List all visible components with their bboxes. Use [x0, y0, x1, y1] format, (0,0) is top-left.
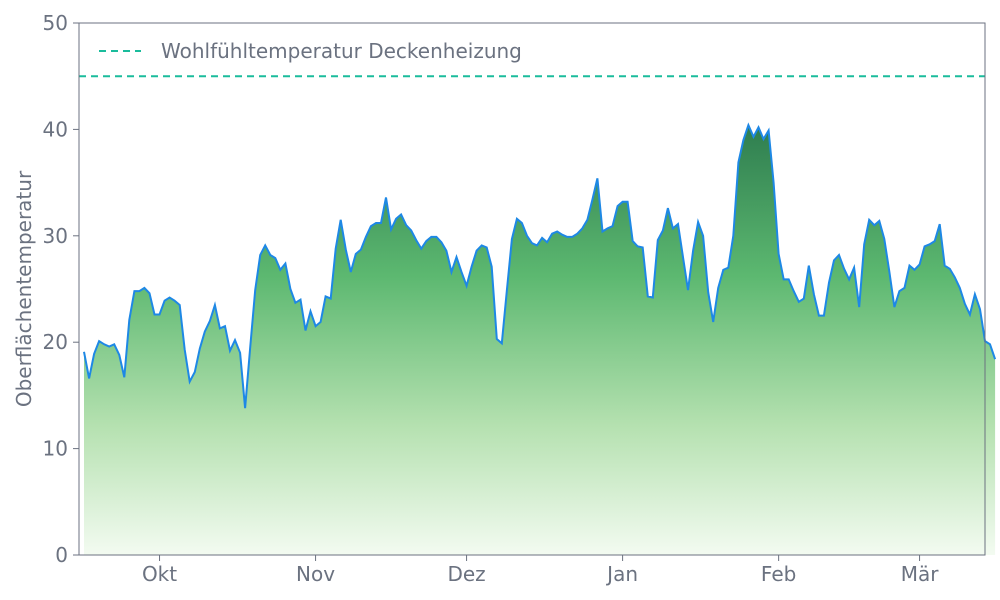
- y-tick-label: 0: [55, 543, 68, 567]
- x-tick-label: Okt: [142, 562, 177, 586]
- y-axis-title: Oberflächentemperatur: [12, 170, 36, 407]
- legend: Wohlfühltemperatur Deckenheizung: [99, 39, 522, 63]
- y-tick-label: 20: [43, 330, 68, 354]
- temperature-series-line: [83, 122, 997, 409]
- x-tick-label: Dez: [447, 562, 485, 586]
- y-tick-label: 30: [43, 224, 68, 248]
- x-tick-label: Feb: [761, 562, 796, 586]
- y-tick-label: 10: [43, 437, 68, 461]
- legend-label: Wohlfühltemperatur Deckenheizung: [161, 39, 522, 63]
- temperature-area-fill: [84, 125, 996, 555]
- x-tick-label: Jan: [605, 562, 638, 586]
- x-tick-label: Nov: [296, 562, 335, 586]
- y-axis: 0 10 20 30 40 50: [43, 11, 79, 567]
- x-axis: Okt Nov Dez Jan Feb Mär: [142, 555, 939, 586]
- x-tick-label: Mär: [901, 562, 940, 586]
- plot-frame: [78, 22, 986, 556]
- y-tick-label: 40: [43, 117, 68, 141]
- y-tick-label: 50: [43, 11, 68, 35]
